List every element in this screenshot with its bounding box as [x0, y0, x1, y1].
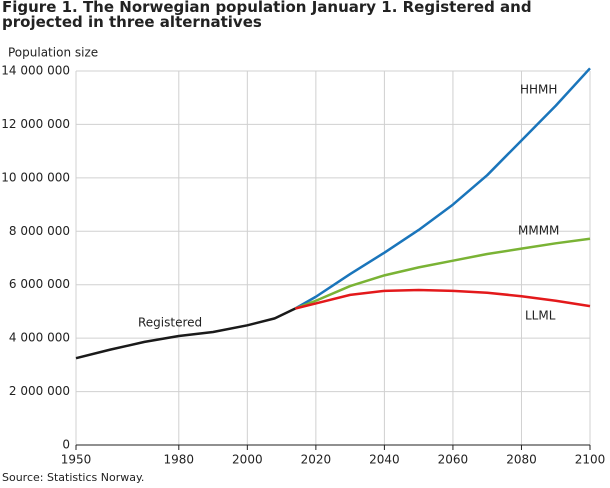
y-tick-label: 0 [62, 438, 70, 452]
x-tick-label: 2040 [369, 453, 400, 467]
series-line [75, 307, 296, 360]
y-tick-label: 4 000 000 [9, 331, 70, 345]
x-tick-label: 2060 [438, 453, 469, 467]
source-note: Source: Statistics Norway. [2, 471, 145, 484]
x-tick-label: 2000 [232, 453, 263, 467]
x-tick-label: 2020 [301, 453, 332, 467]
series-label: LLML [525, 309, 556, 323]
series-line [295, 288, 591, 310]
x-tick-label: 2080 [506, 453, 537, 467]
series-line [294, 237, 591, 310]
y-axis-label: Population size [8, 46, 98, 60]
y-tick-label: 8 000 000 [9, 224, 70, 238]
y-tick-label: 12 000 000 [1, 117, 70, 131]
series-line [294, 67, 591, 310]
y-tick-label: 2 000 000 [9, 384, 70, 398]
x-tick-label: 1980 [164, 453, 195, 467]
x-tick-label: 1950 [61, 453, 92, 467]
y-tick-label: 14 000 000 [1, 64, 70, 78]
x-tick-label: 2100 [575, 453, 606, 467]
chart-title: Figure 1. The Norwegian population Janua… [2, 0, 532, 31]
series-label: Registered [138, 316, 202, 330]
y-tick-label: 6 000 000 [9, 277, 70, 291]
y-tick-label: 10 000 000 [1, 170, 70, 184]
series-label: HHMH [520, 83, 557, 97]
series-label: MMMM [518, 224, 559, 238]
